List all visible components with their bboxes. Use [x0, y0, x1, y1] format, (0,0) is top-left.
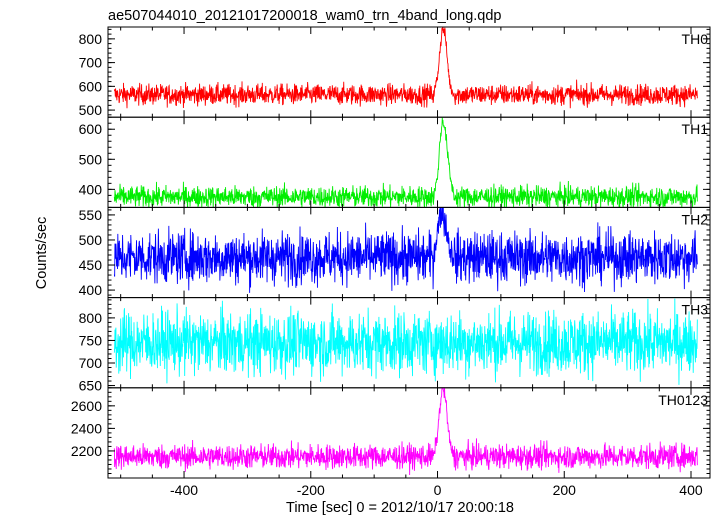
- series-label-th2: TH2: [682, 211, 709, 227]
- y-axis-label: Counts/sec: [34, 217, 50, 290]
- panel-th1: 400 500 600 TH1: [79, 116, 711, 208]
- y-tick-label: 750: [79, 332, 103, 348]
- series-line-th3: [113, 298, 698, 385]
- y-tick-label: 800: [79, 310, 103, 326]
- y-tick-label: 700: [79, 55, 103, 71]
- panel-th2: 400 450 500 550 TH2: [79, 206, 711, 299]
- panel-th3: 650 700 750 800 TH3: [79, 297, 711, 394]
- y-tick-label: 2600: [71, 398, 102, 414]
- y-tick-label: 700: [79, 355, 103, 371]
- chart-title: ae507044010_20121017200018_wam0_trn_4ban…: [108, 8, 501, 24]
- panel-frame: [107, 26, 711, 118]
- x-tick-label: -200: [297, 482, 325, 498]
- y-tick-label: 800: [79, 31, 103, 47]
- series-line-th1: [113, 117, 698, 208]
- series-line-th0123: [113, 387, 698, 475]
- x-tick-label: -400: [170, 482, 198, 498]
- x-tick-label: 0: [434, 482, 442, 498]
- panel-th0123: 2200 2400 2600 TH0123: [71, 387, 711, 479]
- y-tick-label: 600: [79, 121, 103, 137]
- series-label-th1: TH1: [682, 121, 709, 137]
- series-label-th0123: TH0123: [658, 392, 708, 408]
- panels-group: 500 600 700 800 TH0 400 500 600 TH1 400 450 500 550 T…: [71, 26, 711, 498]
- x-axis-label: Time [sec] 0 = 2012/10/17 20:00:18: [286, 500, 514, 516]
- series-line-th2: [113, 207, 698, 293]
- panel-frame: [107, 387, 711, 479]
- y-tick-label: 500: [79, 102, 103, 118]
- series-line-th0: [113, 27, 698, 109]
- y-tick-label: 2400: [71, 420, 102, 436]
- y-tick-label: 650: [79, 378, 103, 394]
- y-tick-label: 400: [79, 181, 103, 197]
- y-tick-label: 550: [79, 207, 103, 223]
- series-label-th0: TH0: [682, 31, 709, 47]
- x-tick-label: 200: [553, 482, 577, 498]
- y-tick-label: 450: [79, 257, 103, 273]
- y-tick-label: 500: [79, 232, 103, 248]
- panel-th0: 500 600 700 800 TH0: [79, 26, 711, 118]
- series-label-th3: TH3: [682, 302, 709, 318]
- y-tick-label: 2200: [71, 443, 102, 459]
- x-tick-label: 400: [679, 482, 703, 498]
- y-tick-label: 400: [79, 282, 103, 298]
- y-tick-label: 500: [79, 151, 103, 167]
- y-tick-label: 600: [79, 78, 103, 94]
